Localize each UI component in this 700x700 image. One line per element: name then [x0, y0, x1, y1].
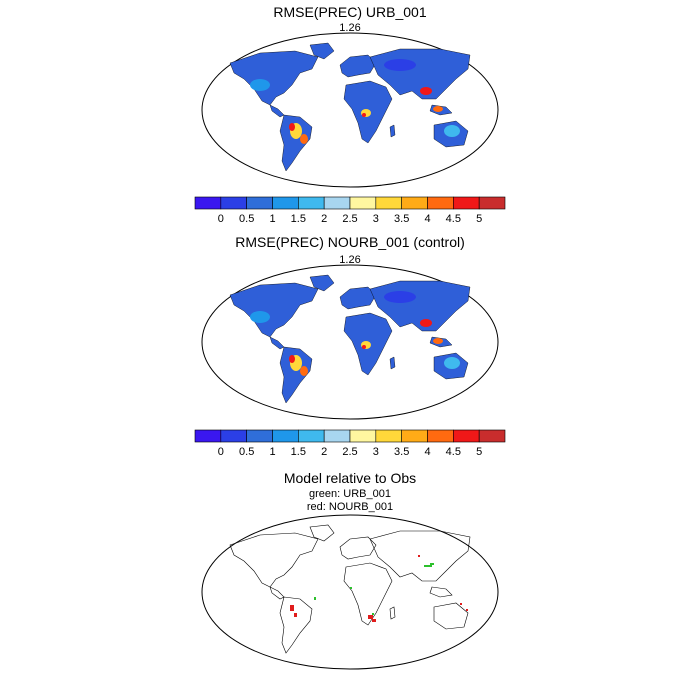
colorbar-swatch: [375, 429, 402, 443]
colorbar-swatch: [427, 196, 454, 210]
colorbar-swatch: [349, 429, 377, 443]
panel3-map: [201, 514, 499, 670]
colorbar-tick-label: 1: [269, 213, 275, 225]
colorbar-swatch: [272, 196, 299, 210]
colorbar-swatch: [246, 429, 273, 443]
colorbar-swatch: [478, 196, 506, 210]
colorbar-tick-label: 5: [476, 446, 482, 458]
colorbar-swatch: [478, 429, 506, 443]
panel3-legend-urb: green: URB_001: [309, 488, 391, 500]
colorbar-swatch: [453, 196, 480, 210]
colorbar-tick-label: 2: [321, 213, 327, 225]
colorbar-swatch: [298, 196, 325, 210]
colorbar-swatch: [453, 429, 480, 443]
colorbar-tick-label: 4.5: [446, 213, 461, 225]
panel2-value: 1.26: [339, 254, 361, 266]
colorbar-swatch: [375, 196, 402, 210]
colorbar-tick-label: 3.5: [394, 213, 409, 225]
colorbar-tick-label: 1: [269, 446, 275, 458]
colorbar-swatch: [246, 196, 273, 210]
colorbar-tick-label: 3: [373, 213, 379, 225]
colorbar-swatch: [427, 429, 454, 443]
panel1-colorbar: 0 0.5 1 1.5 2 2.5 3 3.5 4 4.5 5: [194, 196, 506, 225]
colorbar-tick-label: 1.5: [291, 213, 306, 225]
colorbar-swatch: [194, 196, 222, 210]
panel1-value: 1.26: [339, 22, 361, 34]
colorbar-swatch: [298, 429, 325, 443]
colorbar-tick-label: 0: [218, 213, 224, 225]
colorbar-tick-label: 2.5: [342, 446, 357, 458]
panel2-map: [201, 264, 499, 420]
colorbar-tick-label: 4.5: [446, 446, 461, 458]
colorbar-swatch: [401, 196, 428, 210]
colorbar-tick-label: 3.5: [394, 446, 409, 458]
colorbar-swatch: [349, 196, 377, 210]
panel3-legend-nourb: red: NOURB_001: [306, 501, 394, 513]
colorbar-tick-label: 5: [476, 213, 482, 225]
colorbar-tick-label: 0: [218, 446, 224, 458]
colorbar-tick-label: 4: [424, 446, 430, 458]
colorbar-swatch: [220, 429, 247, 443]
colorbar-tick-label: 2.5: [342, 213, 357, 225]
colorbar-swatch: [323, 196, 351, 210]
colorbar-tick-label: 1.5: [291, 446, 306, 458]
panel3-title: Model relative to Obs: [283, 470, 417, 486]
panel1-map: [201, 32, 499, 188]
nourb-marks: [290, 555, 468, 622]
colorbar-tick-label: 0.5: [239, 213, 254, 225]
colorbar-tick-label: 2: [321, 446, 327, 458]
colorbar-swatch: [323, 429, 351, 443]
colorbar-swatch: [220, 196, 247, 210]
colorbar-tick-label: 4: [424, 213, 430, 225]
urb-marks: [314, 563, 434, 615]
panel2-title: RMSE(PREC) NOURB_001 (control): [235, 234, 465, 250]
colorbar-tick-label: 0.5: [239, 446, 254, 458]
colorbar-swatch: [401, 429, 428, 443]
panel2-colorbar: 0 0.5 1 1.5 2 2.5 3 3.5 4 4.5 5: [194, 429, 506, 458]
colorbar-swatch: [194, 429, 222, 443]
panel1-title: RMSE(PREC) URB_001: [273, 4, 427, 20]
colorbar-swatch: [272, 429, 299, 443]
colorbar-tick-label: 3: [373, 446, 379, 458]
